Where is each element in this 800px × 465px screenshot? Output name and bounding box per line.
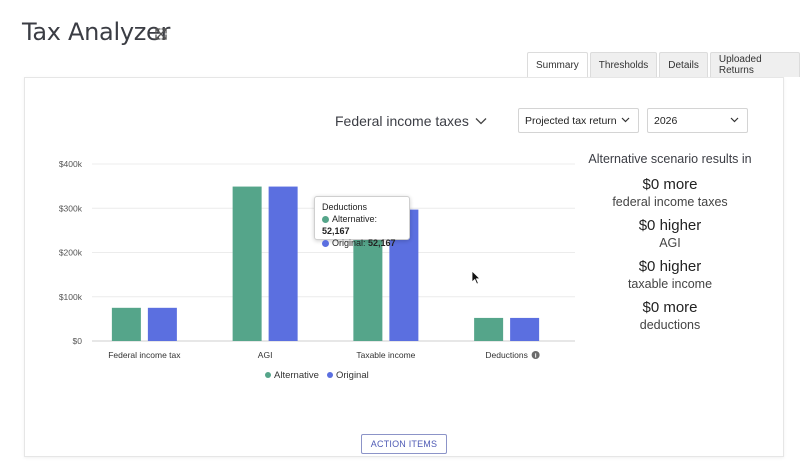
tab-summary[interactable]: Summary bbox=[527, 52, 588, 77]
summary-value: $0 higher bbox=[638, 258, 702, 275]
return-type-select[interactable]: Projected tax return bbox=[518, 108, 639, 133]
tooltip-original-value: 52,167 bbox=[368, 238, 396, 248]
y-tick-label: $400k bbox=[59, 159, 83, 169]
tooltip-alternative-value: 52,167 bbox=[322, 226, 350, 236]
x-tick-label: AGI bbox=[258, 350, 273, 360]
summary-value: $0 more bbox=[642, 176, 698, 193]
summary-value: $0 more bbox=[642, 299, 698, 316]
metric-dropdown[interactable]: Federal income taxes bbox=[335, 113, 487, 129]
bar-alternative bbox=[232, 186, 262, 341]
summary-label: federal income taxes bbox=[612, 195, 728, 209]
original-dot-icon bbox=[322, 239, 329, 247]
tooltip-alternative-label: Alternative: bbox=[332, 214, 378, 224]
bar-original bbox=[147, 307, 177, 341]
tab-thresholds[interactable]: Thresholds bbox=[589, 52, 658, 77]
tooltip-original-row: Original: 52,167 bbox=[322, 237, 402, 249]
y-tick-label: $300k bbox=[59, 203, 83, 213]
info-icon-glyph: i bbox=[535, 353, 537, 360]
legend-marker-original bbox=[327, 372, 333, 378]
bar-original bbox=[510, 317, 540, 341]
tooltip-alternative-row: Alternative: 52,167 bbox=[322, 213, 402, 237]
summary-item-deductions: $0 more deductions bbox=[580, 299, 760, 332]
legend-marker-alternative bbox=[265, 372, 271, 378]
x-tick-label: Deductions bbox=[485, 350, 528, 360]
return-type-value: Projected tax return bbox=[525, 114, 617, 127]
legend-label-alternative: Alternative bbox=[274, 370, 319, 381]
chart-tooltip: Deductions Alternative: 52,167 Original:… bbox=[314, 196, 410, 248]
summary-item-agi: $0 higher AGI bbox=[580, 217, 760, 250]
bar-alternative bbox=[111, 307, 141, 341]
comparison-bar-chart: $0 $100k $200k $300k $400k Federal income tax… bbox=[59, 159, 575, 381]
bar-original bbox=[268, 186, 298, 341]
expand-icon[interactable] bbox=[154, 27, 168, 41]
tab-uploaded-returns[interactable]: Uploaded Returns bbox=[709, 52, 800, 77]
page-title: Tax Analyzer bbox=[22, 18, 171, 46]
y-tick-label: $200k bbox=[59, 248, 83, 258]
alternative-dot-icon bbox=[322, 215, 329, 223]
chevron-down-icon bbox=[475, 118, 487, 125]
tab-details[interactable]: Details bbox=[659, 52, 708, 77]
x-tick-label: Taxable income bbox=[356, 350, 415, 360]
summary-label: deductions bbox=[639, 318, 701, 332]
info-icon bbox=[531, 351, 540, 359]
year-value: 2026 bbox=[654, 114, 678, 127]
legend-label-original: Original bbox=[336, 370, 369, 381]
action-items-button[interactable]: ACTION ITEMS bbox=[361, 434, 447, 454]
tab-bar: Summary Thresholds Details Uploaded Retu… bbox=[525, 52, 800, 77]
x-tick-label: Federal income tax bbox=[108, 350, 181, 360]
y-tick-label: $100k bbox=[59, 292, 83, 302]
y-tick-label: $0 bbox=[73, 336, 83, 346]
summary-heading: Alternative scenario results in bbox=[588, 152, 752, 166]
metric-dropdown-label: Federal income taxes bbox=[335, 113, 469, 129]
summary-label: AGI bbox=[659, 236, 681, 250]
summary-value: $0 higher bbox=[638, 217, 702, 234]
tooltip-title: Deductions bbox=[322, 202, 368, 212]
bar-alternative bbox=[474, 317, 504, 341]
scenario-summary: Alternative scenario results in $0 more … bbox=[580, 152, 760, 340]
tooltip-original-label: Original: bbox=[332, 238, 366, 248]
chevron-down-icon bbox=[621, 117, 630, 123]
chevron-down-icon bbox=[730, 117, 739, 123]
year-select[interactable]: 2026 bbox=[647, 108, 748, 133]
mouse-pointer-icon bbox=[471, 270, 481, 285]
summary-label: taxable income bbox=[627, 277, 713, 291]
summary-item-taxable-income: $0 higher taxable income bbox=[580, 258, 760, 291]
summary-item-federal-income-taxes: $0 more federal income taxes bbox=[580, 176, 760, 209]
